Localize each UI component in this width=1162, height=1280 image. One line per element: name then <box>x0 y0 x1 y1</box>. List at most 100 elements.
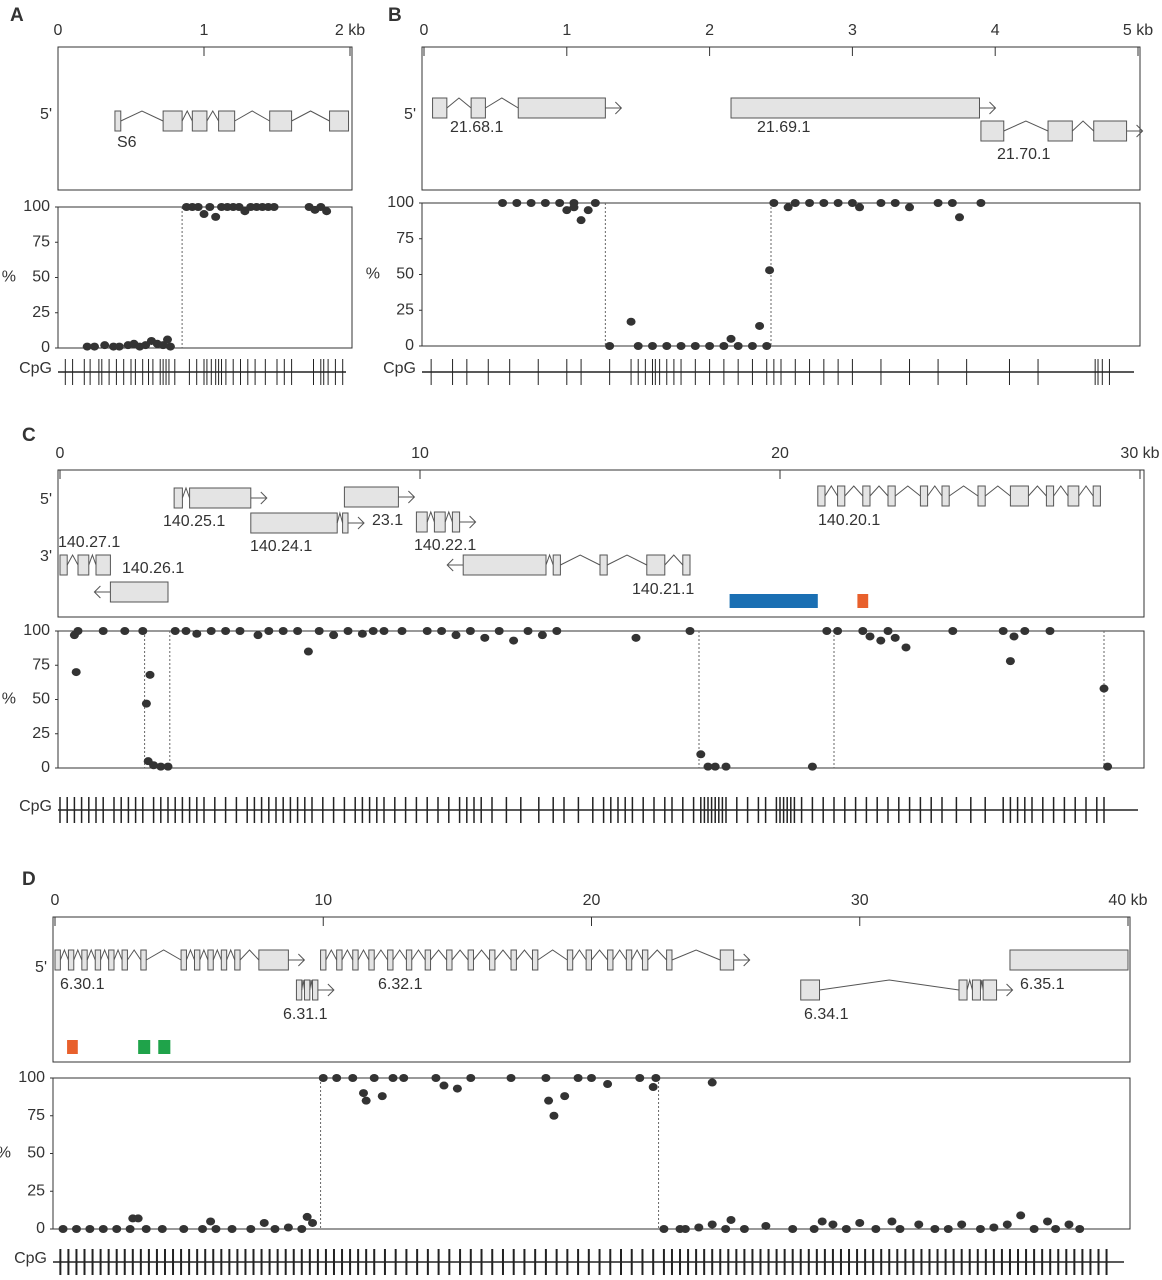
data-point <box>198 1225 208 1233</box>
data-point <box>163 762 173 771</box>
data-point <box>833 627 843 635</box>
data-point <box>1009 632 1019 641</box>
data-point <box>145 670 155 679</box>
intron <box>1028 485 1047 497</box>
exon <box>817 485 826 507</box>
data-point <box>721 762 731 771</box>
data-point <box>246 1225 256 1233</box>
data-point <box>58 1225 68 1233</box>
data-point <box>368 627 378 635</box>
intron <box>545 553 554 566</box>
y-tick-label: 100 <box>387 194 414 211</box>
exon <box>343 486 399 508</box>
gene-arrow <box>398 490 416 504</box>
data-point <box>98 1225 108 1233</box>
data-point <box>876 636 886 645</box>
intron <box>444 510 453 523</box>
exon <box>451 511 461 533</box>
region <box>138 1040 151 1054</box>
data-point <box>819 199 829 207</box>
intron <box>1078 485 1094 497</box>
strand-label: 5' <box>40 491 52 508</box>
data-point <box>71 668 81 677</box>
intron <box>869 485 889 497</box>
data-point <box>710 762 720 771</box>
y-tick-label: 50 <box>27 1145 45 1162</box>
y-tick-label: 25 <box>396 301 414 318</box>
data-point <box>783 203 793 212</box>
x-tick-label: 10 <box>314 892 332 909</box>
y-tick-label: 75 <box>27 1107 45 1124</box>
data-point <box>537 631 547 640</box>
exon <box>1009 949 1129 971</box>
y-tick-label: 0 <box>41 759 50 776</box>
data-point <box>540 199 550 207</box>
gene-label: 21.69.1 <box>757 119 810 136</box>
gene-arrow <box>979 101 997 115</box>
plot-frame <box>57 630 1145 769</box>
cpg-label: CpG <box>383 360 416 377</box>
data-point <box>833 199 843 207</box>
region <box>729 594 818 608</box>
data-point <box>90 342 99 351</box>
data-point <box>703 762 713 771</box>
exon <box>531 949 539 971</box>
gene-arrow <box>348 516 365 530</box>
intron <box>226 948 236 961</box>
exon <box>510 949 517 971</box>
data-point <box>895 1225 905 1233</box>
region <box>857 594 869 608</box>
data-point <box>206 627 216 635</box>
data-point <box>887 1217 897 1226</box>
data-point <box>647 342 657 350</box>
panel-letter: B <box>388 5 402 26</box>
x-tick-label: 1 <box>200 22 209 39</box>
data-point <box>379 627 389 635</box>
y-tick-label: 75 <box>32 233 50 250</box>
gene-label: 140.27.1 <box>58 534 120 551</box>
data-point <box>719 342 729 350</box>
data-point <box>439 1081 449 1090</box>
data-point <box>1020 627 1030 635</box>
y-tick-label: 75 <box>32 656 50 673</box>
exon <box>303 979 311 1001</box>
exon <box>599 554 608 576</box>
gene-arrow <box>733 953 751 967</box>
data-point <box>329 631 339 640</box>
cpg-label: CpG <box>19 360 52 377</box>
x-tick-label: 30 <box>851 892 869 909</box>
x-tick-label: 0 <box>420 22 429 39</box>
data-point <box>293 627 303 635</box>
data-point <box>685 627 695 635</box>
data-point <box>947 199 957 207</box>
exon <box>191 110 208 132</box>
data-point <box>133 1214 143 1223</box>
x-tick-label: 20 <box>583 892 601 909</box>
intron <box>948 485 979 497</box>
intron <box>341 948 354 961</box>
y-tick-label: 25 <box>32 304 50 321</box>
exon <box>269 110 293 132</box>
exon <box>641 949 649 971</box>
data-point <box>170 627 180 635</box>
intron <box>451 949 469 961</box>
data-point <box>377 1092 387 1101</box>
exon <box>433 511 446 533</box>
exon <box>220 949 228 971</box>
data-point <box>765 266 775 275</box>
region <box>158 1040 171 1054</box>
x-tick-label: 0 <box>51 892 60 909</box>
x-tick-label: 20 <box>771 445 789 462</box>
data-point <box>890 633 900 642</box>
data-point <box>1016 1211 1026 1220</box>
exon <box>295 979 303 1001</box>
data-point <box>807 762 817 771</box>
intron <box>844 485 864 497</box>
data-point <box>388 1074 398 1082</box>
data-point <box>322 207 332 216</box>
data-point <box>576 216 586 225</box>
exon <box>320 949 327 971</box>
exon <box>336 949 343 971</box>
intron <box>120 110 164 122</box>
data-point <box>1064 1220 1074 1229</box>
